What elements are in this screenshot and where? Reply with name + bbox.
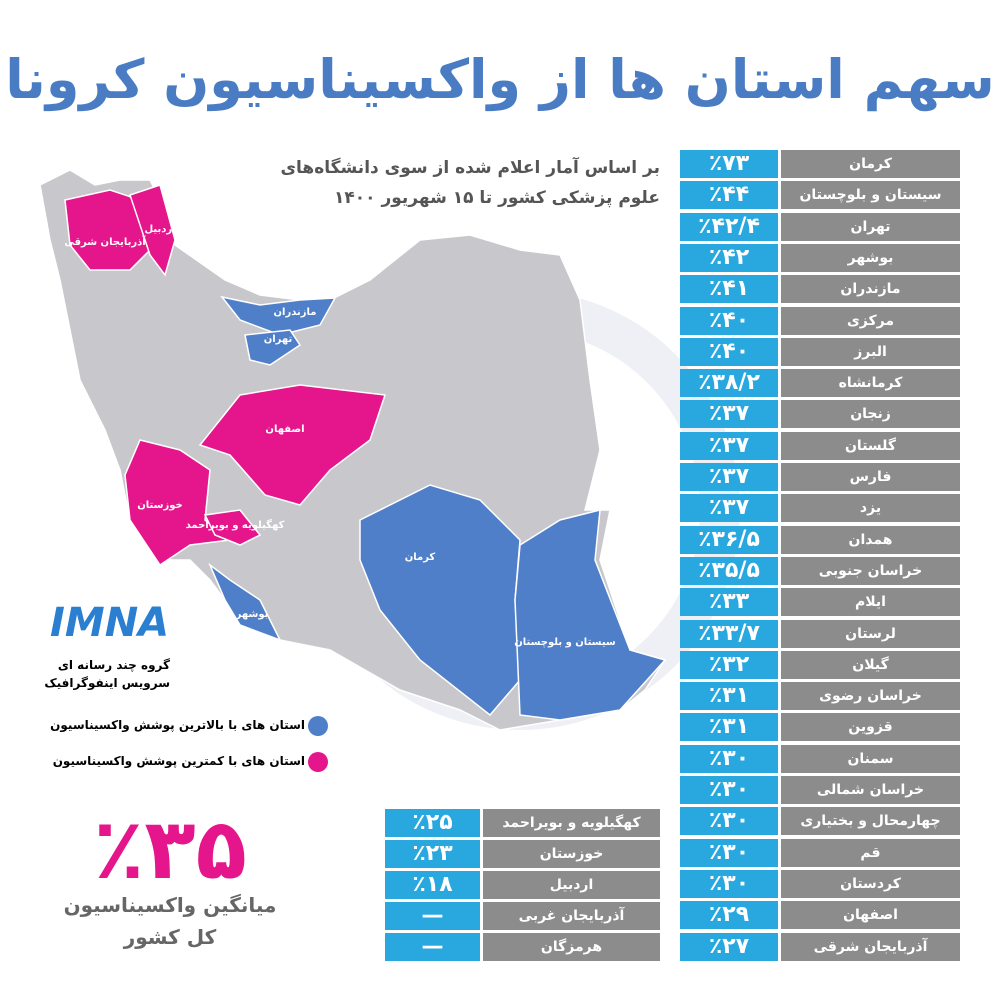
province-value: ٪۳۰ [680,744,778,773]
low-provinces [64,184,387,567]
map-label: کهگیلویه و بویراحمد [186,518,285,531]
low-name: کهگیلویه و بویراحمد [483,809,660,837]
province-value: ٪۳۲ [680,650,778,679]
province-name: بوشهر [781,243,960,272]
low-value: — [385,902,480,930]
province-value: ٪۳۱ [680,713,778,742]
province-name: چهارمحال و بختیاری [781,807,960,836]
province-value: ٪۳۰ [680,807,778,836]
province-name: خراسان شمالی [781,776,960,804]
province-name: یزد [781,494,960,523]
province-value: ٪۳۷ [680,494,778,523]
low-value: — [385,933,480,961]
province-name: زنجان [781,400,960,429]
province-value: ٪۳۶/۵ [680,525,778,554]
province-value: ٪۳۷ [680,431,778,460]
province-name: اصفهان [781,901,960,930]
province-name: مرکزی [781,306,960,335]
high-provinces [208,295,667,721]
province-name: کرمانشاه [781,369,960,398]
province-value: ٪۴۰ [680,306,778,335]
map-label: اصفهان [265,424,304,435]
low-name: اردبیل [483,871,660,899]
province-value: ٪۴۱ [680,275,778,304]
province-name: گلستان [781,431,960,460]
title: سهم استان ها از واکسیناسیون کرونا [5,48,995,111]
map-label: مازندران [274,307,317,318]
low-name: خوزستان [483,840,660,868]
province-name: مازندران [781,275,960,304]
province-value: ٪۳۷ [680,400,778,429]
province-name: خراسان رضوی [781,682,960,711]
legend-dot [308,752,328,772]
province-name: کردستان [781,869,960,898]
province-value: ٪۳۰ [680,776,778,804]
province-value: ٪۳۳ [680,588,778,617]
province-name: قم [781,838,960,867]
low-name: آذربایجان غربی [483,902,660,930]
province-value: ٪۷۳ [680,150,778,178]
map-label: تهران [264,334,293,345]
province-value: ٪۴۴ [680,181,778,210]
province-value: ٪۳۰ [680,838,778,867]
province-name: قزوین [781,713,960,742]
low-value: ٪۲۳ [385,840,480,868]
province-value: ٪۳۷ [680,463,778,491]
legend-label: استان های با بالاترین پوشش واکسیناسیون [50,718,305,732]
province-name: لرستان [781,619,960,648]
province-name: سمنان [781,744,960,773]
legend-dot [308,716,328,736]
province-value: ٪۴۰ [680,337,778,366]
province-value: ٪۳۳/۷ [680,619,778,648]
subtitle: بر اساس آمار اعلام شده از سوی دانشگاه‌ها… [280,158,660,178]
map-label: سیستان و بلوچستان [514,637,616,648]
subtitle: علوم پزشکی کشور تا ۱۵ شهریور ۱۴۰۰ [334,188,660,208]
average-label: میانگین واکسیناسیون [63,893,277,917]
average-value: ٪۳۵ [93,800,247,898]
logo: IMNA [50,600,170,646]
province-value: ٪۳۱ [680,682,778,711]
low-value: ٪۲۵ [385,809,480,837]
average-label: کل کشور [123,925,217,949]
low-name: هرمزگان [483,933,660,961]
map-label: آذربایجان شرقی [64,235,146,248]
map-label: خوزستان [137,500,182,511]
logo-text: سرویس اینفوگرافیک [44,676,170,690]
province-value: ٪۲۹ [680,901,778,930]
logo-text: گروه چند رسانه ای [57,658,170,672]
province-name: البرز [781,337,960,366]
province-value: ٪۳۸/۲ [680,369,778,398]
province-name: کرمان [781,150,960,178]
province-value: ٪۳۰ [680,869,778,898]
province-value: ٪۳۵/۵ [680,556,778,585]
low-value: ٪۱۸ [385,871,480,899]
province-name: سیستان و بلوچستان [781,181,960,210]
map-label: بوشهر [235,609,269,620]
province-name: تهران [781,212,960,241]
province-value: ٪۲۷ [680,932,778,961]
province-name: ایلام [781,588,960,617]
province-name: آذربایجان شرقی [781,932,960,961]
map-label: اردبیل [144,224,175,235]
province-name: خراسان جنوبی [781,556,960,585]
legend-label: استان های با کمترین پوشش واکسیناسیون [52,754,305,768]
province-name: همدان [781,525,960,554]
map-label: کرمان [405,552,436,563]
province-value: ٪۴۲/۴ [680,212,778,241]
province-value: ٪۴۲ [680,243,778,272]
province-name: فارس [781,463,960,491]
province-name: گیلان [781,650,960,679]
